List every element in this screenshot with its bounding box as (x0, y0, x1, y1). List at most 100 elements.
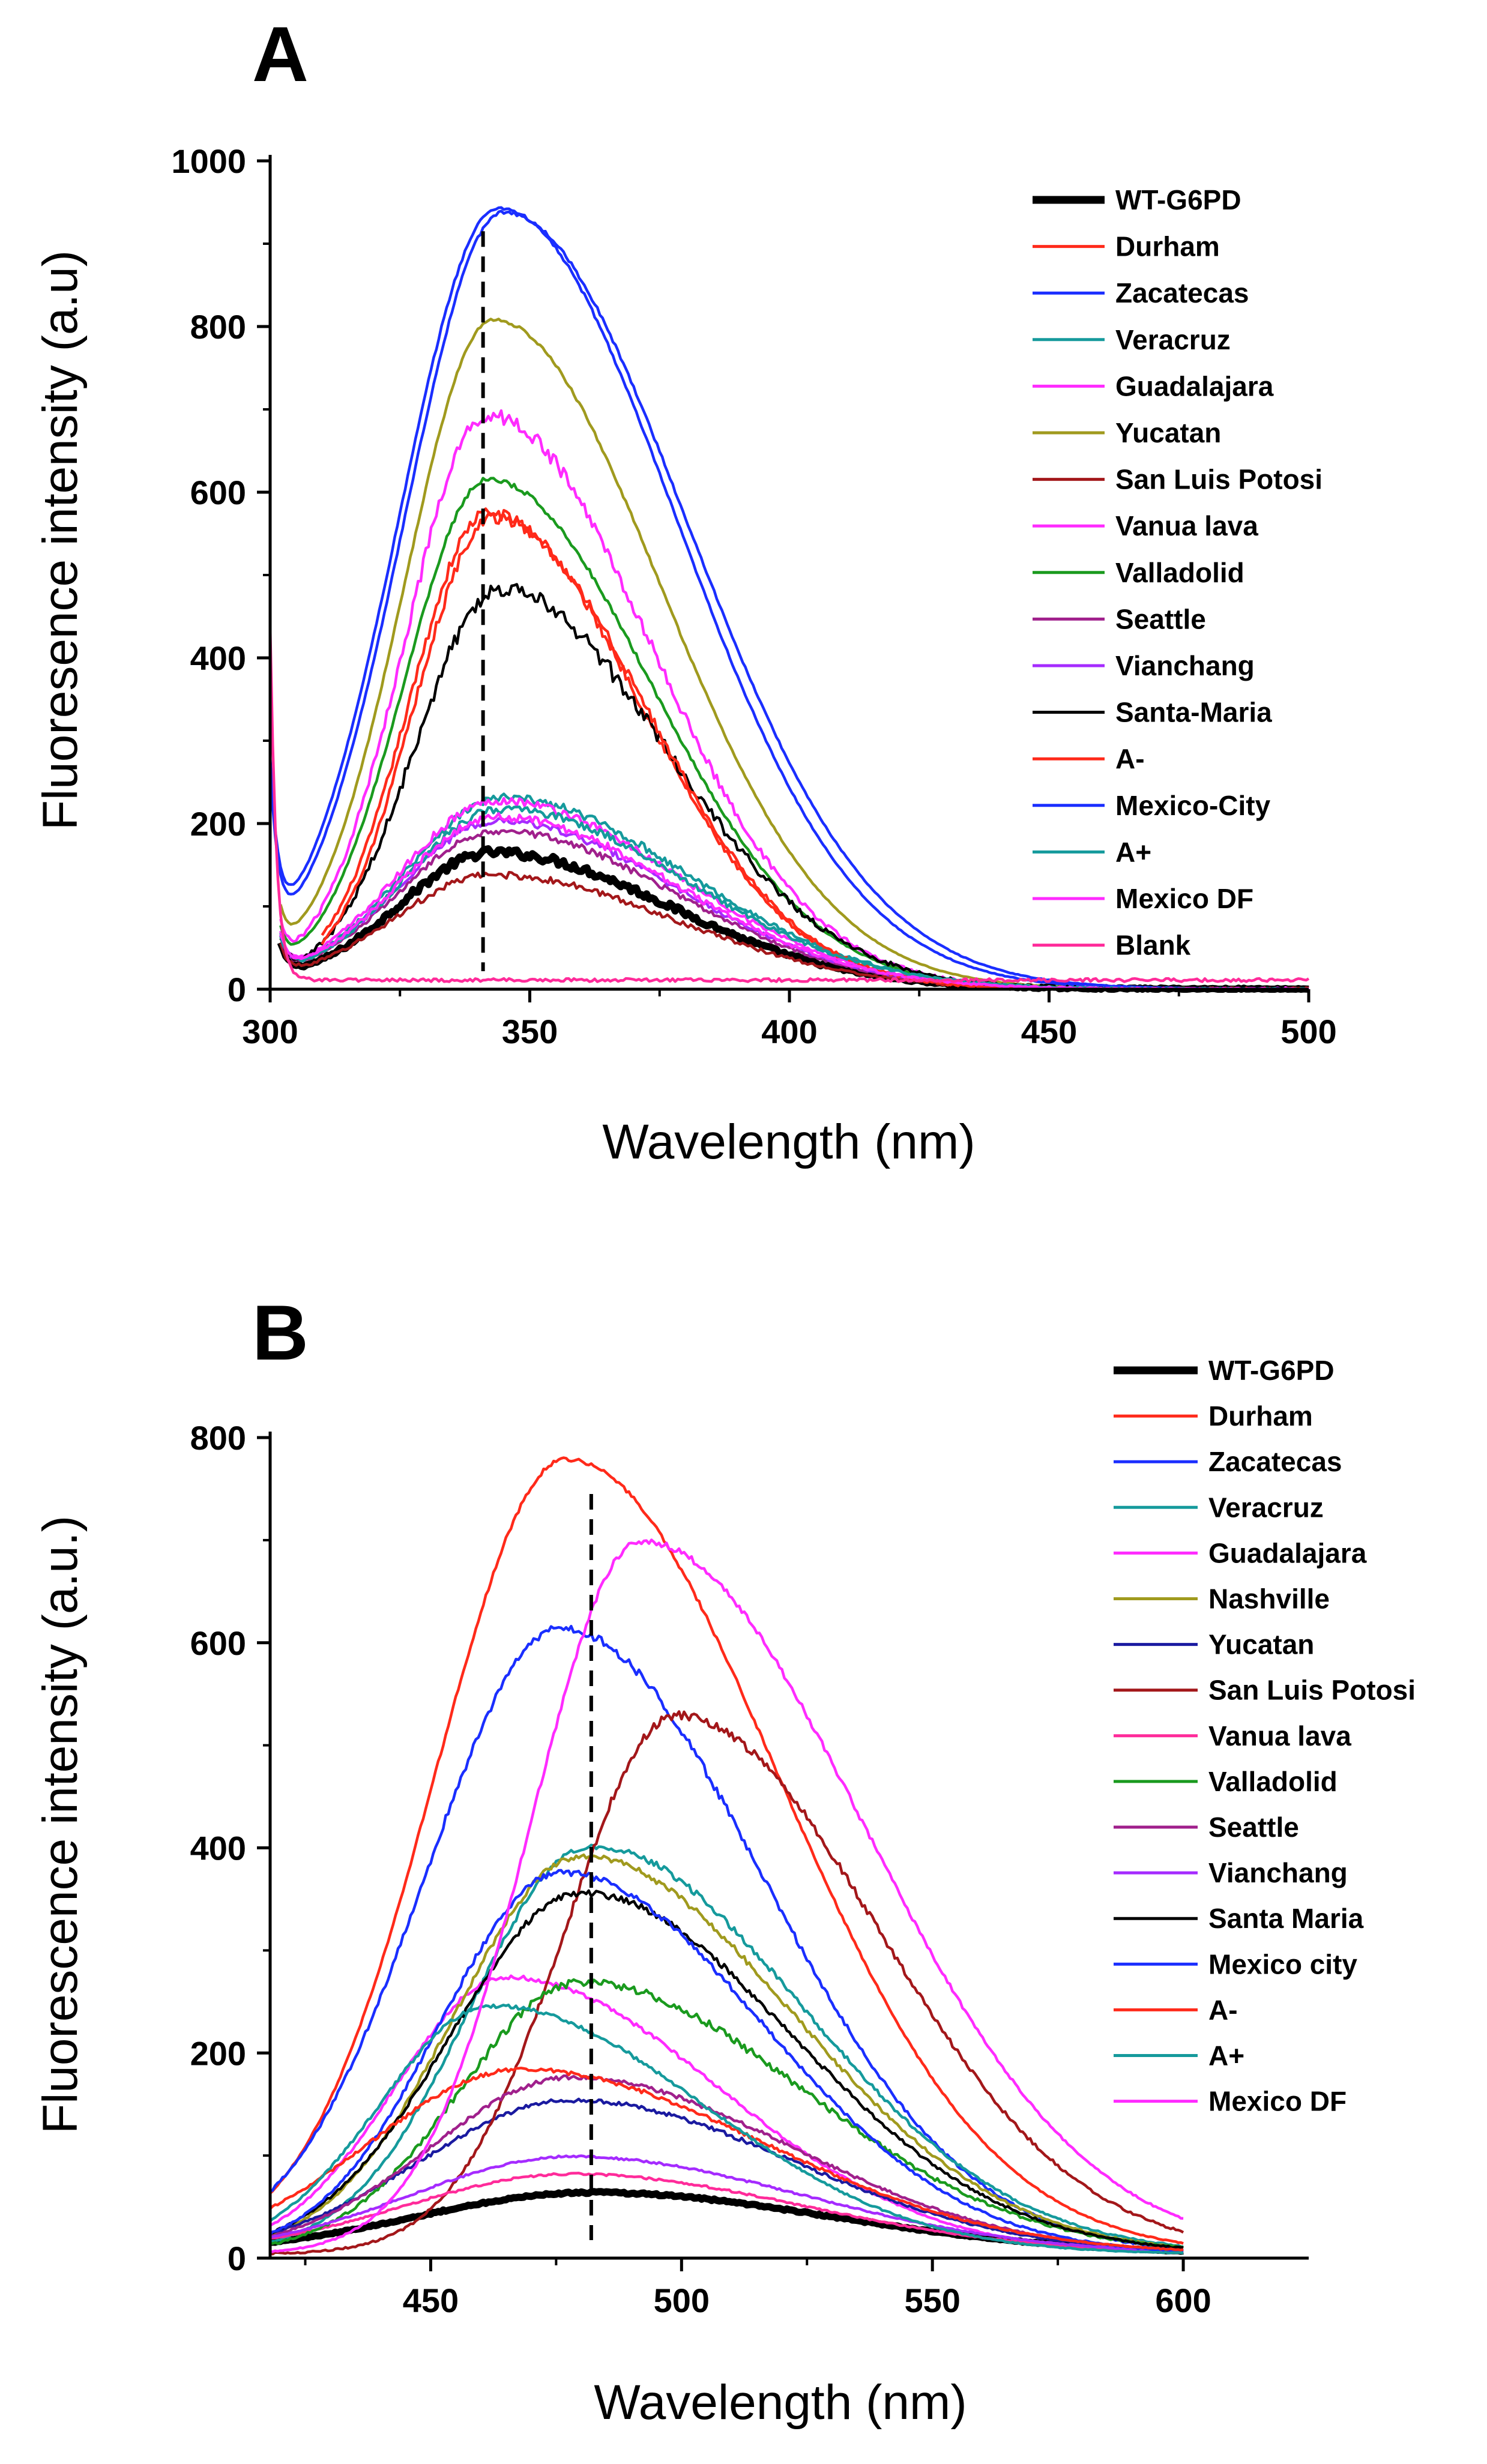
chart-b-legend-item-valladolid: Valladolid (1114, 1766, 1338, 1797)
chart-a-legend-label: WT-G6PD (1115, 184, 1241, 215)
chart-a-legend-label: A- (1115, 743, 1145, 774)
chart-b-legend-item-zacatecas: Zacatecas (1114, 1446, 1342, 1477)
chart-b-x-tick-label: 500 (654, 2282, 710, 2319)
chart-a-x-tick-label: 400 (761, 1013, 817, 1050)
chart-a-y-tick-label: 400 (190, 639, 246, 677)
chart-a-y-axis-title: Fluoresence intensity (a.u) (33, 250, 88, 830)
chart-a-y-tick-label: 600 (190, 474, 246, 511)
chart-a-legend-label: Blank (1115, 930, 1191, 961)
chart-b-legend-item-a: A- (1114, 1994, 1238, 2025)
chart-b-legend-label: Vianchang (1208, 1857, 1348, 1888)
chart-b-legend: WT-G6PD Durham Zacatecas Veracruz Guadalajar… (1114, 1355, 1416, 2117)
chart-a-legend-label: Santa-Maria (1115, 697, 1272, 728)
chart-b-series-mexico-city (269, 1869, 1184, 2253)
chart-b-legend-item-nashville: Nashville (1114, 1583, 1330, 1615)
chart-a-legend-item-zacatecas: Zacatecas (1033, 277, 1249, 309)
chart-a-legend-item-san-luis-potosi: San Luis Potosi (1033, 464, 1323, 495)
chart-a-legend-label: Durham (1115, 231, 1220, 262)
chart-b-y-tick-label: 200 (190, 2034, 246, 2072)
chart-a-legend-item-veracruz: Veracruz (1033, 324, 1231, 355)
chart-a-legend-label: Yucatan (1115, 417, 1221, 448)
chart-b-legend-label: San Luis Potosi (1208, 1675, 1416, 1706)
chart-a-legend-item-mexico-city: Mexico-City (1033, 790, 1271, 821)
chart-a-legend-label: Vanua lava (1115, 510, 1258, 541)
chart-a-legend-label: San Luis Potosi (1115, 464, 1323, 495)
chart-a-legend-item-wt-g6pd: WT-G6PD (1033, 184, 1241, 215)
chart-a-legend-label: Seattle (1115, 603, 1206, 634)
chart-b-x-tick-label: 450 (403, 2282, 459, 2319)
chart-panel-a: A 300 350 400 450 500 0 200 400 600 800 1000 Wavel… (33, 10, 1337, 1169)
chart-a-legend-item-vianchang: Vianchang (1033, 650, 1255, 681)
chart-b-series-san-luis-potosi (270, 1710, 1184, 2256)
chart-a-legend-item-a: A+ (1033, 836, 1151, 867)
chart-a-legend-item-vanua-lava: Vanua lava (1033, 510, 1258, 541)
chart-b-legend-item-a: A+ (1114, 2040, 1244, 2071)
chart-panel-b: B 450 500 550 600 0 200 400 600 800 Wavelength (… (33, 1289, 1416, 2430)
panel-label-b: B (252, 1289, 309, 1376)
chart-b-x-axis-title: Wavelength (nm) (594, 2375, 967, 2430)
chart-b-legend-item-veracruz: Veracruz (1114, 1492, 1324, 1523)
chart-b-legend-label: Mexico DF (1208, 2086, 1347, 2117)
chart-b-legend-item-santa-maria: Santa Maria (1114, 1903, 1364, 1934)
chart-b-y-tick-label: 800 (190, 1419, 246, 1457)
chart-a-legend-item-guadalajara: Guadalajara (1033, 370, 1274, 402)
chart-b-series-vianchang (270, 2154, 1184, 2253)
chart-a-x-tick-label: 350 (502, 1013, 558, 1050)
chart-a-legend-item-santa-maria: Santa-Maria (1033, 697, 1272, 728)
chart-b-series-a (269, 2003, 1184, 2255)
chart-b-legend-label: WT-G6PD (1208, 1355, 1335, 1386)
chart-b-legend-item-seattle: Seattle (1114, 1812, 1299, 1843)
chart-a-y-tick-label: 800 (190, 308, 246, 346)
chart-a-legend-label: Veracruz (1115, 324, 1231, 355)
chart-b-series-mexico-df (270, 1538, 1184, 2253)
chart-b-series-durham (269, 1456, 1184, 2245)
chart-b-legend-label: A- (1208, 1994, 1238, 2025)
chart-a-legend-label: Vianchang (1115, 650, 1255, 681)
chart-b-legend-label: Guadalajara (1208, 1537, 1367, 1568)
chart-a-legend-item-a: A- (1033, 743, 1145, 774)
chart-b-axes: 450 500 550 600 0 200 400 600 800 (190, 1419, 1309, 2319)
chart-a-legend-item-yucatan: Yucatan (1033, 417, 1221, 448)
chart-b-series-a (269, 2067, 1184, 2252)
chart-a-x-tick-label: 500 (1280, 1013, 1336, 1050)
chart-a-legend-item-seattle: Seattle (1033, 603, 1206, 634)
chart-b-legend-item-vanua-lava: Vanua lava (1114, 1720, 1351, 1752)
chart-b-legend-label: Santa Maria (1208, 1903, 1364, 1934)
chart-b-legend-item-yucatan: Yucatan (1114, 1629, 1314, 1660)
chart-b-series-veracruz (270, 1843, 1184, 2249)
chart-a-y-tick-label: 1000 (171, 142, 246, 180)
chart-b-series-nashville (270, 1853, 1184, 2249)
chart-b-legend-label: Mexico city (1208, 1948, 1357, 1980)
chart-a-legend-label: Guadalajara (1115, 370, 1274, 402)
chart-a-legend-item-durham: Durham (1033, 231, 1220, 262)
panel-label-a: A (252, 10, 309, 98)
chart-b-legend-label: Veracruz (1208, 1492, 1324, 1523)
chart-a-x-axis-title: Wavelength (nm) (602, 1115, 975, 1169)
chart-b-x-tick-label: 550 (904, 2282, 960, 2319)
chart-b-y-tick-label: 400 (190, 1830, 246, 1867)
chart-b-series-group (269, 1456, 1184, 2256)
chart-a-legend-label: Mexico-City (1115, 790, 1271, 821)
chart-b-series-yucatan (270, 2097, 1184, 2253)
chart-a-legend-label: Zacatecas (1115, 277, 1249, 309)
chart-a-legend-label: A+ (1115, 836, 1151, 867)
chart-b-legend-item-vianchang: Vianchang (1114, 1857, 1348, 1888)
chart-a-legend-item-mexico-df: Mexico DF (1033, 883, 1253, 914)
chart-a-legend-label: Mexico DF (1115, 883, 1253, 914)
chart-a-legend: WT-G6PD Durham Zacatecas Veracruz Guadalajar… (1033, 184, 1323, 961)
chart-b-series-vanua-lava (270, 2172, 1184, 2253)
chart-b-legend-item-guadalajara: Guadalajara (1114, 1537, 1367, 1568)
chart-a-series-mexico-city (268, 209, 1309, 991)
chart-b-y-axis-title: Fluorescence intensity (a.u.) (33, 1516, 88, 2134)
chart-b-legend-item-wt-g6pd: WT-G6PD (1114, 1355, 1335, 1386)
chart-b-legend-item-durham: Durham (1114, 1400, 1313, 1432)
chart-b-legend-item-san-luis-potosi: San Luis Potosi (1114, 1675, 1416, 1706)
chart-a-legend-item-blank: Blank (1033, 930, 1191, 961)
chart-b-legend-label: A+ (1208, 2040, 1244, 2071)
chart-b-series-santa-maria (270, 1889, 1184, 2249)
chart-b-legend-label: Yucatan (1208, 1629, 1314, 1660)
chart-a-axes: 300 350 400 450 500 0 200 400 600 800 1000 (171, 142, 1336, 1050)
chart-b-legend-label: Valladolid (1208, 1766, 1338, 1797)
chart-a-x-tick-label: 300 (242, 1013, 298, 1050)
